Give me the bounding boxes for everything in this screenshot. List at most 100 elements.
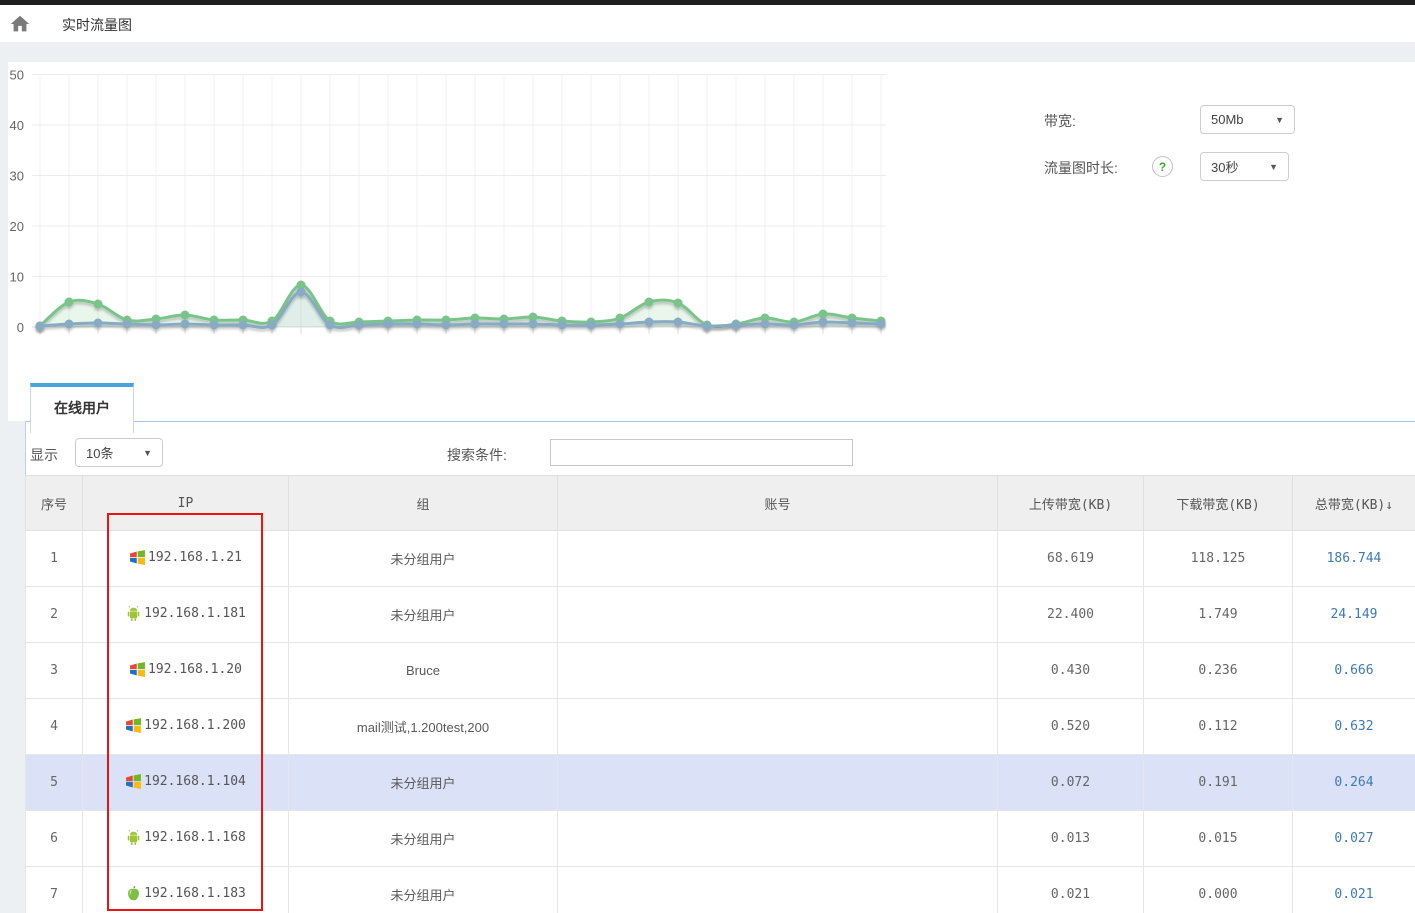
android-icon [127,605,140,621]
cell-group: 未分组用户 [288,810,558,867]
table-row[interactable]: 7 192.168.1.183 未分组用户 0.021 0.000 0.021 [25,866,1415,913]
cell-download: 0.112 [1143,698,1293,755]
header-upload[interactable]: 上传带宽(KB) [997,475,1144,531]
cell-ip: 192.168.1.200 [82,698,289,755]
show-label: 显示 [30,447,58,463]
cell-account [557,586,998,643]
cell-group: Bruce [288,642,558,699]
header-total[interactable]: 总带宽(KB)↓ [1292,475,1415,531]
tab-online-users[interactable]: 在线用户 [30,383,134,433]
header-index[interactable]: 序号 [25,475,83,531]
svg-text:50: 50 [10,68,24,83]
header-group[interactable]: 组 [288,475,558,531]
cell-upload: 0.520 [997,698,1144,755]
cell-total[interactable]: 0.632 [1292,698,1415,755]
page-title: 实时流量图 [62,17,132,33]
header-ip[interactable]: IP [82,475,289,531]
windows-icon [126,773,142,789]
cell-upload: 68.619 [997,530,1144,587]
svg-text:0: 0 [17,320,24,335]
cell-download: 0.000 [1143,866,1293,913]
cell-download: 0.191 [1143,754,1293,811]
cell-account [557,810,998,867]
search-input[interactable] [550,439,853,466]
android-icon [127,829,140,845]
cell-download: 0.015 [1143,810,1293,867]
cell-account [557,754,998,811]
table-header-row: 序号 IP 组 账号 上传带宽(KB) 下载带宽(KB) 总带宽(KB)↓ [25,475,1415,531]
svg-text:10: 10 [10,270,24,285]
cell-download: 0.236 [1143,642,1293,699]
cell-ip: 192.168.1.104 [82,754,289,811]
table-row[interactable]: 1 192.168.1.21 未分组用户 68.619 118.125 186.… [25,530,1415,587]
cell-download: 118.125 [1143,530,1293,587]
cell-total[interactable]: 0.264 [1292,754,1415,811]
table-row[interactable]: 6 192.168.1.168 未分组用户 0.013 0.015 0.027 [25,810,1415,867]
chevron-down-icon: ▼ [1269,161,1278,172]
svg-text:40: 40 [10,118,24,133]
cell-total[interactable]: 0.021 [1292,866,1415,913]
cell-account [557,642,998,699]
help-icon[interactable]: ? [1152,156,1173,177]
cell-index: 2 [25,586,83,643]
page-size-value: 10条 [86,446,114,461]
cell-upload: 0.430 [997,642,1144,699]
search-label: 搜索条件: [447,447,507,463]
chevron-down-icon: ▼ [143,447,152,458]
cell-index: 7 [25,866,83,913]
bandwidth-select-value: 50Mb [1211,112,1244,127]
bandwidth-label: 带宽: [1044,113,1076,129]
cell-total[interactable]: 0.666 [1292,642,1415,699]
svg-text:20: 20 [10,219,24,234]
cell-index: 6 [25,810,83,867]
cell-index: 4 [25,698,83,755]
windows-icon [126,717,142,733]
cell-group: 未分组用户 [288,530,558,587]
cell-index: 3 [25,642,83,699]
chevron-down-icon: ▼ [1275,114,1284,125]
left-gutter [0,62,8,421]
cell-account [557,866,998,913]
sort-desc-icon: ↓ [1385,497,1394,513]
cell-ip: 192.168.1.183 [82,866,289,913]
tab-label: 在线用户 [54,400,110,416]
svg-text:30: 30 [10,169,24,184]
cell-total[interactable]: 186.744 [1292,530,1415,587]
cell-group: 未分组用户 [288,866,558,913]
table-row[interactable]: 4 192.168.1.200 mail测试,1.200test,200 0.5… [25,698,1415,755]
windows-icon [130,661,145,677]
duration-select-value: 30秒 [1211,160,1239,175]
page-size-select[interactable]: 10条 ▼ [75,438,163,467]
home-icon[interactable] [9,13,31,35]
table-row[interactable]: 2 192.168.1.181 未分组用户 22.400 1.749 24.14… [25,586,1415,643]
header-download[interactable]: 下载带宽(KB) [1143,475,1293,531]
duration-label: 流量图时长: [1044,160,1118,176]
title-bar: 实时流量图 [0,5,1415,42]
cell-group: 未分组用户 [288,586,558,643]
header-divider-band [0,42,1415,62]
header-account[interactable]: 账号 [557,475,998,531]
cell-upload: 0.013 [997,810,1144,867]
cell-account [557,530,998,587]
left-gutter [0,421,25,913]
cell-ip: 192.168.1.20 [82,642,289,699]
cell-ip: 192.168.1.21 [82,530,289,587]
cell-upload: 0.072 [997,754,1144,811]
duration-select[interactable]: 30秒 ▼ [1200,152,1289,181]
table-row[interactable]: 3 192.168.1.20 Bruce 0.430 0.236 0.666 [25,642,1415,699]
cell-total[interactable]: 0.027 [1292,810,1415,867]
cell-index: 1 [25,530,83,587]
cell-total[interactable]: 24.149 [1292,586,1415,643]
cell-group: mail测试,1.200test,200 [288,698,558,755]
apple-icon [128,885,140,900]
table-row[interactable]: 5 192.168.1.104 未分组用户 0.072 0.191 0.264 [25,754,1415,811]
online-users-table: 序号 IP 组 账号 上传带宽(KB) 下载带宽(KB) 总带宽(KB)↓ 1 … [25,475,1415,913]
cell-download: 1.749 [1143,586,1293,643]
bandwidth-select[interactable]: 50Mb ▼ [1200,105,1295,134]
cell-upload: 22.400 [997,586,1144,643]
cell-upload: 0.021 [997,866,1144,913]
cell-account [557,698,998,755]
realtime-traffic-chart: 0 10 20 30 40 50 [10,68,886,335]
top-black-bar [0,0,1415,5]
